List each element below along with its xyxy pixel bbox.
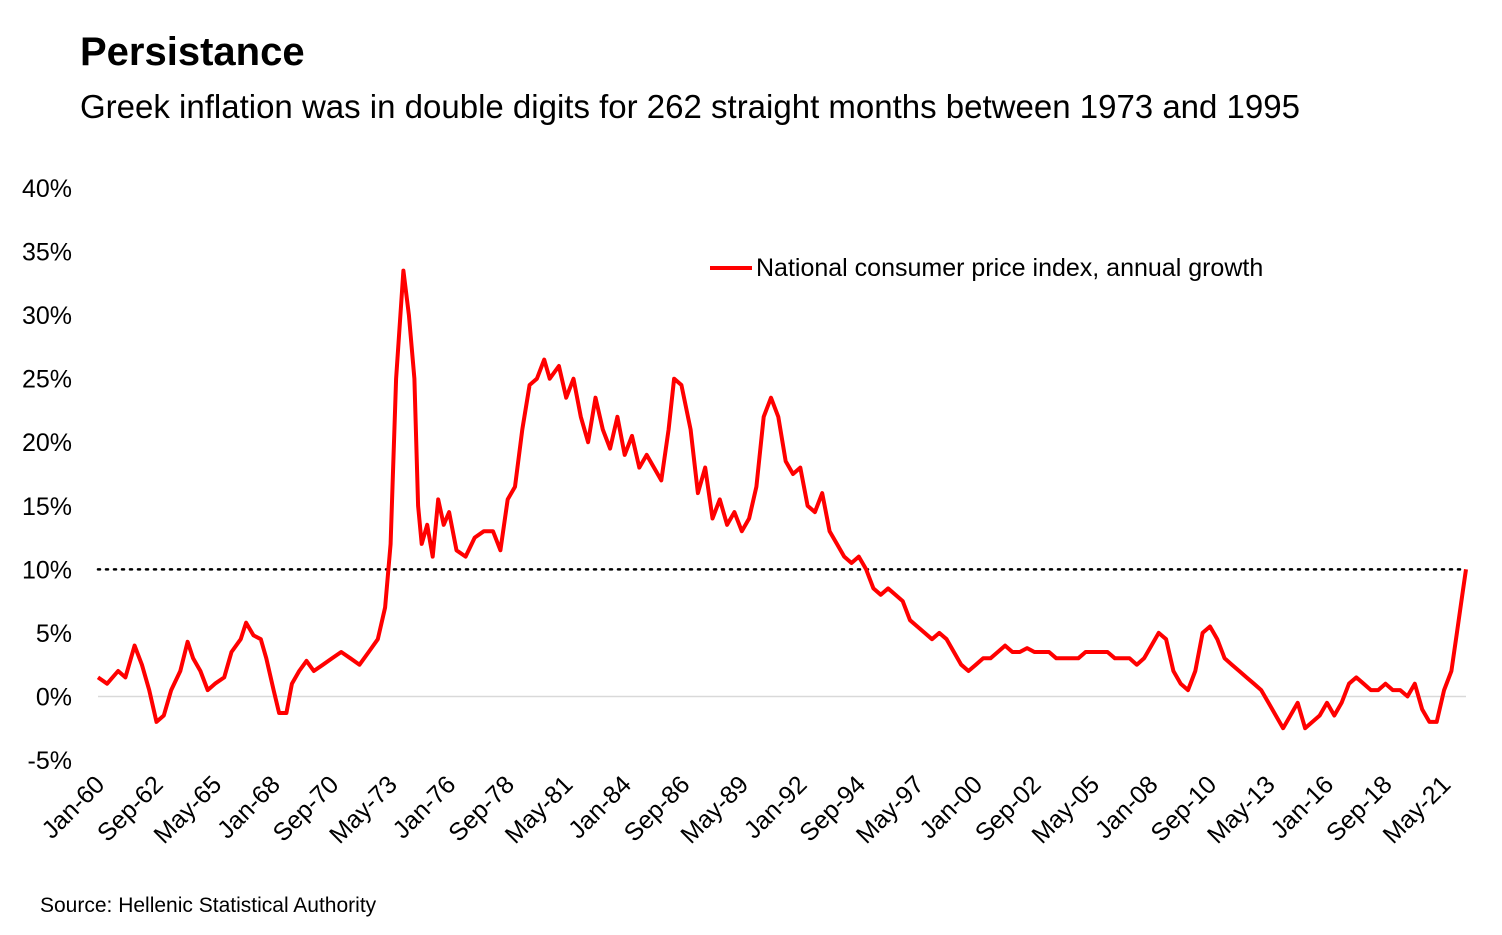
y-axis: -5% 0% 5% 10% 15% 20% 25% 30% 35% 40% bbox=[22, 175, 72, 775]
y-tick-label: 35% bbox=[22, 239, 72, 267]
y-tick-label: 40% bbox=[22, 175, 72, 203]
legend-label: National consumer price index, annual gr… bbox=[756, 254, 1263, 282]
legend: National consumer price index, annual gr… bbox=[710, 254, 1263, 282]
source-note: Source: Hellenic Statistical Authority bbox=[40, 894, 377, 917]
y-tick-label: 25% bbox=[22, 366, 72, 394]
x-axis: Jan-60Sep-62May-65Jan-68Sep-70May-73Jan-… bbox=[36, 770, 1456, 849]
cpi-annual-growth-line bbox=[96, 268, 1468, 731]
y-tick-label: 5% bbox=[36, 620, 72, 648]
chart-title: Persistance bbox=[80, 30, 305, 74]
y-tick-label: 30% bbox=[22, 302, 72, 330]
y-tick-label: 20% bbox=[22, 429, 72, 457]
y-tick-label: 15% bbox=[22, 493, 72, 521]
y-tick-label: 10% bbox=[22, 556, 72, 584]
chart-subtitle: Greek inflation was in double digits for… bbox=[80, 88, 1300, 125]
y-tick-label: 0% bbox=[36, 683, 72, 711]
y-tick-label: -5% bbox=[28, 747, 72, 775]
